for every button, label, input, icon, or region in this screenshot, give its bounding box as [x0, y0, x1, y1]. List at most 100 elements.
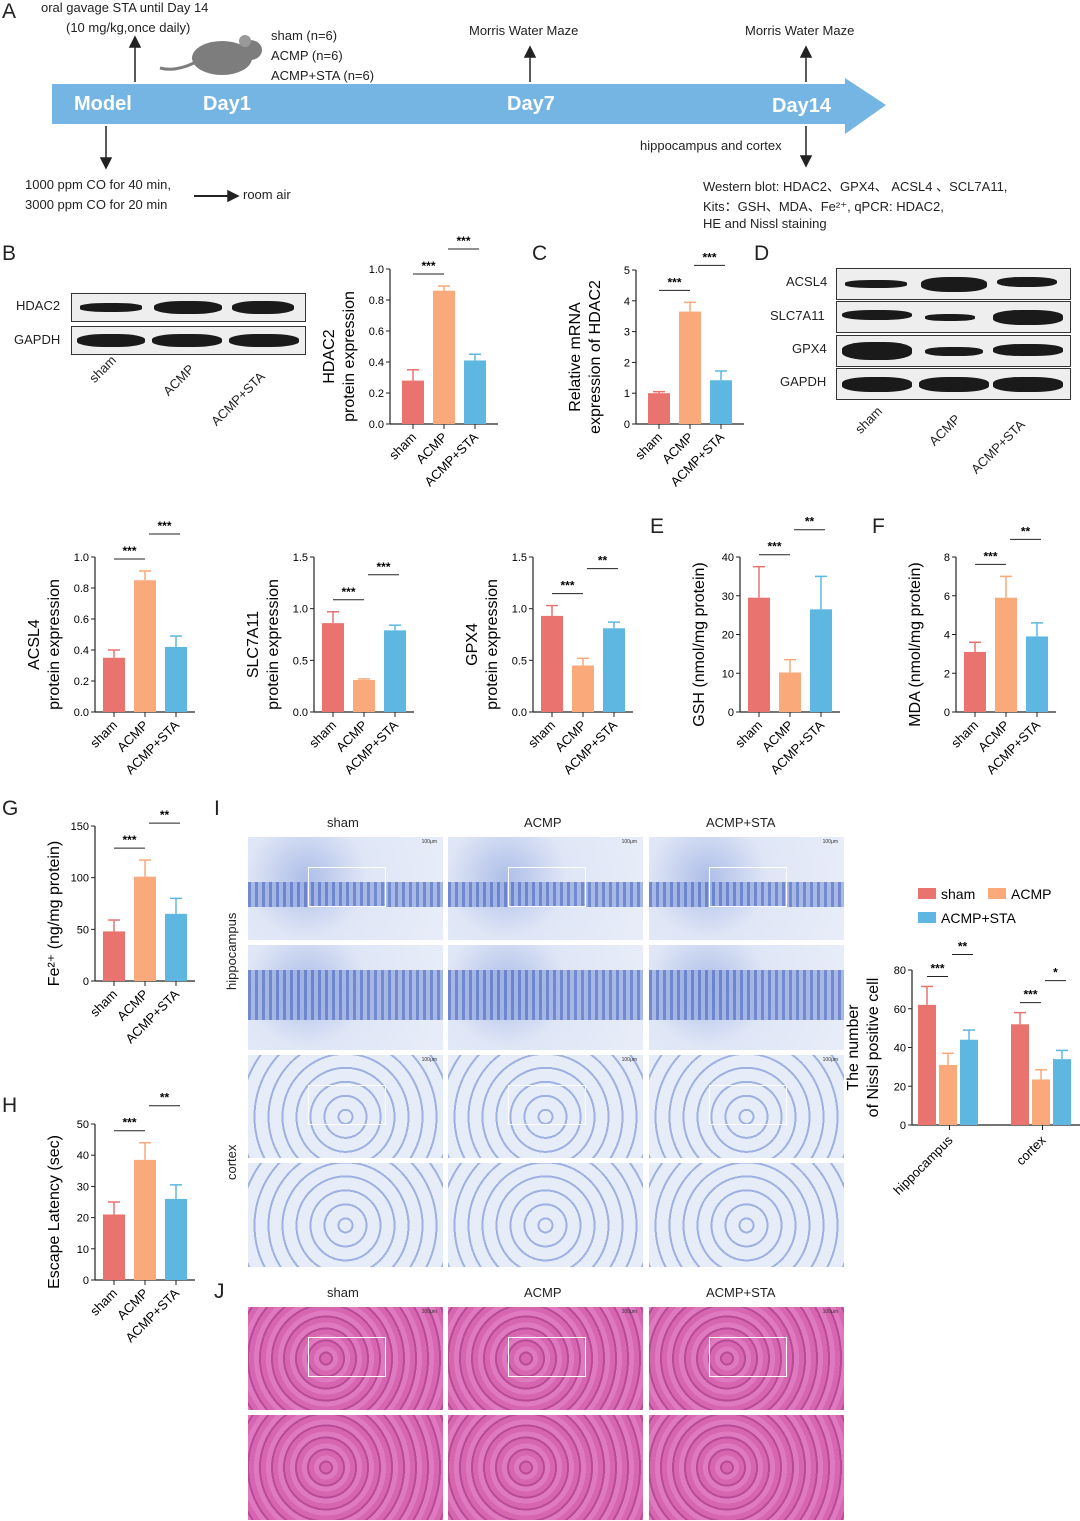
significance-label: ***	[456, 234, 470, 248]
scale-bar: 100μm	[421, 1057, 437, 1063]
cortex-overview-1: 100μm	[448, 1055, 643, 1158]
y-tick-label: 150	[71, 821, 89, 833]
scale-bar: 100μm	[621, 1057, 637, 1063]
bar-sham-cortex	[1011, 1024, 1029, 1125]
y-tick-label: 4	[624, 296, 630, 308]
western-blot-hdac2	[71, 293, 306, 322]
y-axis-label: protein expression	[484, 579, 501, 710]
cortex-overview-0: 100μm	[248, 1055, 443, 1158]
j-col-acmp-sta: ACMP+STA	[706, 1285, 776, 1300]
stage-day14: Day14	[772, 95, 831, 117]
bar-acmp-sta	[1026, 636, 1048, 712]
mwm-day14: Morris Water Maze	[745, 23, 855, 38]
panel-label-e: E	[650, 515, 665, 538]
chart-b: 0.0 0.2 0.4 0.6 0.8 1.0 HDAC2 protein expressio…	[321, 234, 498, 489]
blot-d-label-gpx4: GPX4	[792, 341, 827, 356]
y-tick-label: 0.8	[369, 295, 384, 307]
hippocampus-zoom-1	[448, 945, 643, 1050]
y-tick-label: 20	[77, 1213, 89, 1225]
group-sham: sham (n=6)	[271, 28, 338, 43]
bar-acmp-sta	[165, 646, 187, 712]
bar-sham	[748, 597, 770, 712]
y-tick-label: 20	[894, 1081, 906, 1093]
y-axis-label: Fe²⁺ (ng/mg protein)	[46, 841, 63, 986]
panel-label-g: G	[2, 797, 19, 820]
significance-label: **	[160, 1091, 170, 1105]
bar-sham-hippocampus	[918, 1004, 936, 1125]
y-axis-label: of Nissl positive cell	[865, 978, 882, 1118]
bar-acmp	[353, 679, 375, 712]
y-tick-label: 6	[944, 591, 950, 603]
hippocampus-zoom-0	[248, 945, 443, 1050]
significance-label: ***	[560, 579, 574, 593]
bar-sham	[103, 657, 125, 712]
y-tick-label: 40	[894, 1043, 906, 1055]
blot-b-label-hdac2: HDAC2	[16, 298, 61, 313]
group-acmp-sta: ACMP+STA (n=6)	[271, 68, 375, 83]
y-tick-label: 1.0	[369, 264, 384, 276]
bar-acmp-sta	[810, 609, 832, 712]
y-tick-label: 80	[894, 965, 906, 977]
cortex-overview-2: 100μm	[649, 1055, 844, 1158]
y-tick-label: 0	[624, 419, 630, 431]
hippocampus-overview-0: 100μm	[248, 837, 443, 940]
y-axis-label: expression of HDAC2	[587, 280, 604, 434]
panel-label-b: B	[2, 242, 17, 265]
y-tick-label: 4	[944, 630, 950, 642]
y-axis-label: protein expression	[341, 291, 358, 422]
room-air: room air	[243, 187, 291, 202]
y-tick-label: 5	[624, 265, 630, 277]
he-zoom-2	[649, 1415, 844, 1520]
y-axis-label: ACSL4	[26, 619, 43, 670]
significance-label: ***	[376, 560, 390, 574]
legend: sham ACMP ACMP+STA	[918, 886, 1051, 926]
co-exposure-1: 1000 ppm CO for 40 min,	[25, 177, 171, 192]
y-tick-label: 0.6	[369, 326, 384, 338]
y-tick-label: 3	[624, 327, 630, 339]
group-acmp: ACMP (n=6)	[271, 48, 343, 63]
bar-acmp-hippocampus	[939, 1064, 957, 1125]
mouse-icon	[159, 35, 262, 75]
scale-bar: 100μm	[822, 1309, 838, 1315]
y-axis-label: protein expression	[46, 579, 63, 710]
he-overview-0: 100μm	[248, 1307, 443, 1410]
i-col-acmp-sta: ACMP+STA	[706, 815, 776, 830]
significance-label: **	[805, 515, 815, 529]
co-exposure-2: 3000 ppm CO for 20 min	[25, 197, 168, 212]
western-blot-acsl4	[836, 268, 1071, 300]
cortex-zoom-2	[649, 1163, 844, 1267]
y-tick-label: 0.0	[74, 707, 89, 719]
bar-acmp-sta	[710, 380, 732, 424]
significance-label: ***	[983, 549, 997, 563]
y-tick-label: 1.0	[293, 604, 308, 616]
panel-label-c: C	[532, 242, 548, 265]
panel-label-h: H	[2, 1094, 18, 1117]
bar-acmp	[995, 597, 1017, 712]
y-tick-label: 0	[728, 707, 734, 719]
y-tick-label: 10	[722, 668, 734, 680]
western-blot-gapdh-d	[836, 368, 1071, 400]
significance-label: ***	[1023, 988, 1037, 1002]
bar-acmp	[779, 672, 801, 712]
timeline-graphic	[52, 35, 886, 203]
bar-sham	[648, 393, 670, 424]
blot-b-label-gapdh: GAPDH	[14, 332, 61, 347]
bar-acmp-sta	[165, 1198, 187, 1280]
bar-acmp-sta-cortex	[1053, 1059, 1071, 1125]
significance-label: **	[958, 939, 968, 953]
bar-acmp	[679, 311, 701, 424]
stage-model: Model	[74, 93, 132, 115]
legend-swatch	[918, 912, 936, 923]
bar-sham	[103, 931, 125, 981]
panel-label-f: F	[872, 515, 885, 538]
he-zoom-0	[248, 1415, 443, 1520]
bar-sham	[103, 1214, 125, 1280]
bar-sham	[402, 380, 424, 424]
significance-label: ***	[341, 585, 355, 599]
significance-label: **	[160, 808, 170, 822]
bar-sham	[541, 615, 563, 712]
y-tick-label: 2	[624, 357, 630, 369]
western-blot-gapdh-b	[71, 326, 306, 355]
